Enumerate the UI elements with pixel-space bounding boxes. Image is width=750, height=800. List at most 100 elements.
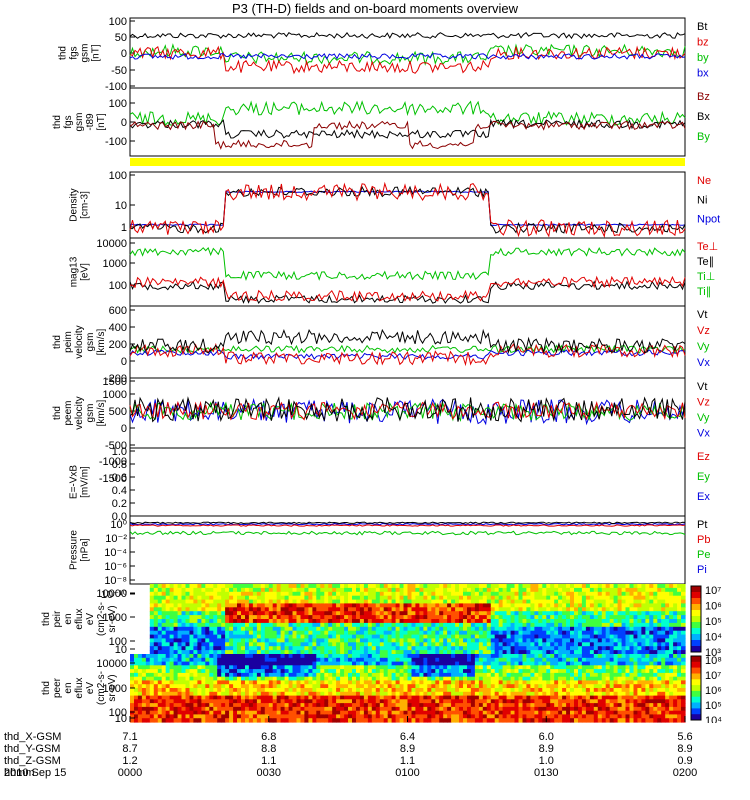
date-label: 2010 Sep 15 — [4, 767, 67, 779]
y-tick-label: 10000 — [96, 588, 127, 600]
legend-Ey: Ey — [697, 471, 710, 483]
footer-value: 8.7 — [122, 743, 138, 755]
y-axis-label: velocity — [74, 396, 85, 429]
footer-value: 8.9 — [538, 743, 554, 755]
y-tick-label: 0.2 — [112, 498, 127, 510]
series-vy — [129, 401, 686, 422]
y-axis-label: peem — [63, 400, 74, 425]
y-axis-label: eV — [85, 613, 96, 626]
y-tick-label: 10⁻¹⁰ — [101, 589, 128, 601]
legend-Pe: Pe — [697, 549, 710, 561]
y-axis-label: Density — [69, 188, 80, 221]
y-tick-label: 600 — [109, 305, 127, 317]
y-axis-label: [nPa] — [80, 538, 91, 562]
footer-value: 6.0 — [538, 731, 554, 743]
y-tick-label: 10⁻⁶ — [104, 561, 127, 573]
y-axis-label: eflux — [74, 677, 85, 698]
series-bz — [129, 45, 686, 75]
footer-value: 1.0 — [538, 755, 554, 767]
legend-Bx: Bx — [697, 111, 710, 123]
footer-row: thd_Y-GSM 8.7 8.8 8.9 8.9 8.9 — [0, 743, 750, 755]
y-tick-label: 100 — [109, 707, 127, 719]
y-tick-label: 0 — [121, 117, 127, 129]
series-ne — [129, 181, 686, 238]
y-tick-label: 10 — [115, 713, 127, 723]
legend-Pb: Pb — [697, 534, 710, 546]
footer-row-label: thd_Z-GSM — [4, 755, 61, 767]
y-tick-label: 1 — [121, 222, 127, 234]
series-bz — [129, 119, 686, 150]
colorbar-label: 10⁶ — [705, 601, 722, 613]
legend-Ni: Ni — [697, 194, 707, 206]
series-bx — [129, 52, 686, 60]
footer-value: 0030 — [256, 767, 281, 779]
legend-Vt: Vt — [697, 381, 707, 393]
footer-value: 8.9 — [677, 743, 693, 755]
footer-value: 1.2 — [122, 755, 138, 767]
colorbar-label: 10⁴ — [705, 715, 722, 723]
legend-Ez: Ez — [697, 451, 710, 463]
series-bx — [129, 118, 686, 140]
y-tick-label: 50 — [115, 32, 127, 44]
colorbar-label: 10⁵ — [705, 700, 722, 712]
y-tick-label: 100 — [109, 636, 127, 648]
y-axis-label: fgs — [69, 46, 80, 59]
y-axis-label: [mV/m] — [80, 466, 91, 498]
panel-5: 600 400 200 0 -200 thd peim velocity gsm [km/s] Vt… — [52, 305, 710, 385]
footer-row-label: thd_X-GSM — [4, 731, 62, 743]
y-axis-label: velocity — [74, 325, 85, 358]
ephemeris-footer: thd_X-GSM 7.1 6.8 6.4 6.0 5.6 thd_Y-GSM 8.7 8.8 8… — [0, 723, 750, 800]
y-axis-label: [km/s] — [96, 328, 107, 355]
y-tick-label: -100 — [105, 81, 127, 93]
y-axis-label: [cm-3] — [80, 191, 91, 219]
y-axis-label: thd — [52, 335, 63, 349]
y-axis-label: eflux — [74, 608, 85, 629]
y-axis-label: [nT] — [91, 44, 102, 61]
footer-value: 0.9 — [677, 755, 693, 767]
y-axis-label: gsm — [85, 333, 96, 352]
series-ti — [129, 246, 686, 281]
legend-Vy: Vy — [697, 341, 710, 353]
y-tick-label: 1000 — [103, 612, 127, 624]
y-axis-label: mag13 — [69, 256, 80, 287]
legend-Vy: Vy — [697, 412, 710, 424]
y-axis-label: peer — [52, 677, 63, 698]
y-tick-label: 100 — [109, 280, 127, 292]
colorbar-label: 10⁴ — [705, 632, 722, 644]
footer-row-label: hhmm — [4, 767, 35, 779]
y-tick-label: 10 — [115, 644, 127, 656]
panel-8: 10⁰ 10⁻² 10⁻⁴ 10⁻⁶ 10⁻⁸ 10⁻¹⁰ Pressure [nPa] Pt P… — [69, 515, 710, 601]
footer-value: 0130 — [534, 767, 559, 779]
legend-Bz: Bz — [697, 91, 710, 103]
colorbar-label: 10⁵ — [705, 616, 722, 628]
y-tick-label: -1500 — [99, 473, 127, 485]
y-axis-label: E=-VxB — [69, 465, 80, 500]
y-tick-label: 1000 — [103, 258, 127, 270]
y-axis-label: peim — [63, 331, 74, 353]
y-axis-label: thd — [58, 46, 69, 60]
quality-flag-bar — [130, 158, 685, 166]
y-tick-label: 0 — [121, 48, 127, 60]
legend-Ne: Ne — [697, 175, 711, 187]
footer-value: 8.8 — [261, 743, 277, 755]
footer-value: 0000 — [117, 767, 143, 779]
y-tick-label: -50 — [111, 65, 127, 77]
y-tick-label: 10⁻⁴ — [104, 547, 127, 559]
y-tick-label: 1000 — [103, 389, 127, 401]
y-tick-label: 100 — [109, 98, 127, 110]
y-axis-label: [eV] — [80, 263, 91, 281]
footer-row: hhmm 0000 0030 0100 0130 0200 — [0, 767, 750, 779]
footer-row: thd_Z-GSM 1.2 1.1 1.1 1.0 0.9 — [0, 755, 750, 767]
y-tick-label: 0.0 — [112, 511, 127, 523]
series-bt — [129, 31, 686, 40]
y-tick-label: 500 — [109, 406, 127, 418]
y-tick-label: 10000 — [96, 658, 127, 670]
y-axis-label: gsm — [74, 113, 85, 132]
legend-Vx: Vx — [697, 428, 710, 440]
series-pe — [129, 530, 686, 536]
legend-Npot: Npot — [697, 214, 720, 226]
colorbar-label: 10⁷ — [705, 585, 721, 597]
